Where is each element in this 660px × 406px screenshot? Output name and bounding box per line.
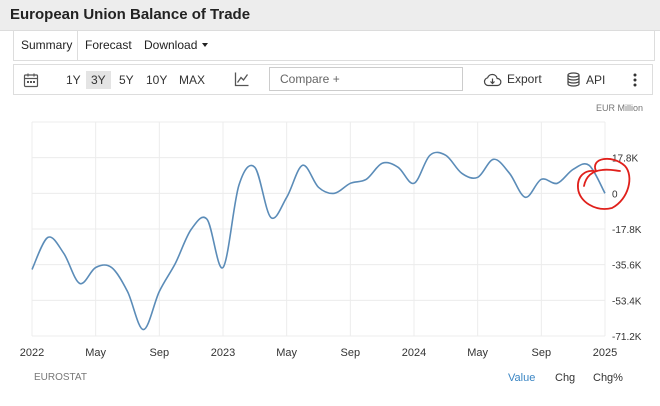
range-max[interactable]: MAX: [179, 73, 206, 87]
caret-down-icon: [202, 43, 209, 47]
x-tick-label: Sep: [532, 347, 552, 359]
x-tick-label: 2022: [20, 347, 44, 359]
series-line: [31, 151, 606, 331]
y-tick-label: 0: [612, 189, 618, 200]
y-tick-label: -17.8K: [612, 225, 642, 236]
chart-type-icon[interactable]: [234, 71, 250, 92]
y-tick-label: -35.6K: [612, 261, 642, 272]
unit-label: EUR Million: [596, 103, 643, 113]
x-tick-label: 2025: [593, 347, 617, 359]
more-options-icon[interactable]: [633, 73, 637, 92]
x-tick-label: May: [85, 347, 106, 359]
range-10y[interactable]: 10Y: [146, 73, 168, 87]
nav-divider: [77, 30, 78, 60]
x-tick-label: Sep: [341, 347, 361, 359]
x-tick-label: Sep: [150, 347, 170, 359]
tab-chg-pct[interactable]: Chg%: [593, 372, 623, 384]
range-1y[interactable]: 1Y: [66, 73, 81, 87]
x-tick-label: May: [467, 347, 488, 359]
title-bar: European Union Balance of Trade: [0, 0, 660, 31]
balance-of-trade-chart: EUR Million 2022 May Sep 2023 May Sep 2024 May Se…: [20, 103, 643, 359]
x-tick-label: 2023: [211, 347, 235, 359]
source-label: EUROSTAT: [34, 372, 87, 383]
y-tick-label: -71.2K: [612, 332, 642, 343]
y-tick-label: 17.8K: [612, 154, 638, 165]
x-tick-label: 2024: [402, 347, 426, 359]
calendar-icon[interactable]: [23, 72, 39, 93]
annotation-stroke: [583, 168, 621, 187]
cloud-download-icon: [483, 72, 502, 90]
annotation-circle: [577, 157, 631, 210]
tab-value[interactable]: Value: [508, 372, 536, 384]
x-tick-label: May: [276, 347, 297, 359]
export-button[interactable]: Export: [483, 72, 542, 90]
chart-toolbar: 1Y 3Y 5Y 10Y MAX Export API: [13, 64, 653, 95]
y-tick-label: -53.4K: [612, 296, 642, 307]
download-menu[interactable]: Download: [144, 38, 209, 52]
nav-bar: Summary Forecast Download: [13, 30, 655, 61]
tab-summary[interactable]: Summary: [21, 38, 73, 52]
api-button[interactable]: API: [567, 72, 605, 90]
range-5y[interactable]: 5Y: [119, 73, 134, 87]
range-3y[interactable]: 3Y: [86, 71, 111, 89]
download-label: Download: [144, 38, 198, 52]
tab-chg[interactable]: Chg: [555, 372, 576, 384]
export-label: Export: [507, 72, 542, 86]
page-title: European Union Balance of Trade: [10, 6, 251, 23]
compare-input[interactable]: [269, 67, 463, 91]
tab-forecast[interactable]: Forecast: [85, 38, 132, 52]
api-label: API: [586, 73, 606, 87]
chart-area: EUR Million 2022 May Sep 2023 May Sep 2024 May Se…: [0, 96, 660, 401]
database-icon: [567, 72, 580, 90]
